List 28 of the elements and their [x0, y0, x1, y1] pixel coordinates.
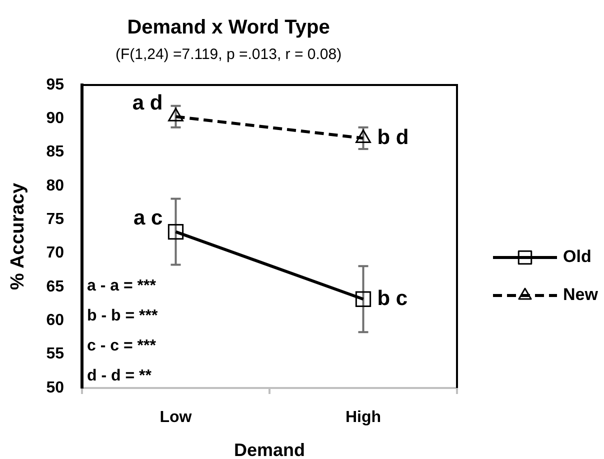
legend-label: New	[563, 285, 599, 304]
chart-subtitle: (F(1,24) =7.119, p =.013, r = 0.08)	[115, 46, 342, 64]
y-tick-label: 70	[46, 244, 64, 262]
y-axis-title: % Accuracy	[8, 182, 29, 290]
legend-label: Old	[563, 247, 592, 266]
annotation: b d	[377, 126, 409, 149]
x-tick-label: High	[345, 409, 382, 426]
chart-title: Demand x Word Type	[127, 16, 330, 39]
x-axis-title: Demand	[234, 440, 306, 459]
annotation: b - b = ***	[87, 307, 158, 324]
y-tick-label: 90	[46, 110, 64, 128]
y-tick-label: 65	[46, 278, 64, 296]
annotation: d - d = **	[87, 367, 152, 384]
y-tick-label: 75	[46, 211, 64, 228]
annotation: a d	[132, 91, 163, 114]
y-tick-label: 60	[46, 312, 64, 330]
point	[168, 224, 184, 240]
annotation: a c	[134, 206, 164, 230]
y-tick-label: 85	[46, 144, 64, 161]
y-tick-label: 95	[46, 76, 64, 94]
y-tick-label: 50	[46, 379, 64, 396]
x-tick-label: Low	[160, 409, 192, 426]
annotation: b c	[377, 286, 408, 310]
y-tick-label: 55	[46, 346, 64, 363]
y-tick-label: 80	[46, 177, 64, 194]
point	[355, 291, 372, 307]
annotation: a - a = ***	[87, 277, 157, 294]
annotation: c - c = ***	[87, 337, 157, 354]
